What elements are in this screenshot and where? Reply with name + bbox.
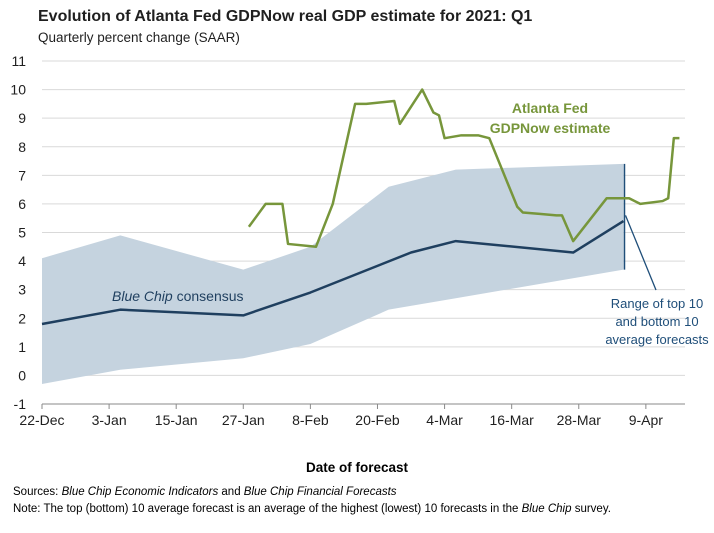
x-tick-label: 15-Jan	[155, 412, 198, 428]
range-annotation-leader	[624, 215, 657, 291]
note-text-b: survey.	[571, 503, 611, 515]
y-tick-label: 6	[18, 196, 26, 212]
gdpnow-series-label: Atlanta Fed	[512, 100, 588, 116]
x-tick-label: 9-Apr	[629, 412, 664, 428]
y-axis-ticks: -1 0 1 2 3 4 5 6 7 8 9 10 11	[10, 53, 26, 412]
y-tick-label: 1	[18, 339, 26, 355]
gdpnow-series-label: GDPNow estimate	[490, 120, 611, 136]
x-axis-ticks: 22-Dec 3-Jan 15-Jan 27-Jan 8-Feb 20-Feb 4-Mar 1…	[19, 404, 663, 428]
y-tick-label: 9	[18, 110, 26, 126]
note-text-a: : The top (bottom) 10 average forecast i…	[37, 503, 522, 515]
sources-label: Sources:	[13, 486, 59, 498]
x-tick-label: 27-Jan	[222, 412, 265, 428]
forecast-range-band	[42, 163, 624, 384]
x-axis-title: Date of forecast	[305, 460, 409, 475]
sources-publication-1: Blue Chip Economic Indicators	[61, 486, 219, 498]
x-tick-label: 4-Mar	[426, 412, 463, 428]
y-tick-label: 11	[11, 53, 26, 69]
blue-chip-consensus-line	[41, 220, 625, 326]
note-emphasis: Blue Chip	[521, 503, 572, 515]
sources-note: Sources: Blue Chip Economic Indicators a…	[13, 486, 397, 498]
footnote: Note: The top (bottom) 10 average foreca…	[13, 503, 611, 515]
x-tick-label: 20-Feb	[355, 412, 400, 428]
x-tick-label: 16-Mar	[489, 412, 534, 428]
x-tick-label: 3-Jan	[92, 412, 127, 428]
annotations: Atlanta Fed GDPNow estimate Blue Chip cons…	[112, 100, 709, 347]
range-band-label: average forecasts	[605, 332, 709, 347]
y-tick-label: 7	[18, 167, 26, 183]
y-tick-label: 2	[18, 310, 26, 326]
blue-chip-series-label: Blue Chip consensus	[112, 288, 244, 304]
range-band-label: and bottom 10	[615, 314, 698, 329]
range-band-label: Range of top 10	[611, 296, 704, 311]
sources-connector: and	[218, 486, 244, 498]
note-label: Note	[13, 503, 38, 515]
series-lines	[41, 88, 680, 326]
chart-title: Evolution of Atlanta Fed GDPNow real GDP…	[38, 8, 533, 25]
y-tick-label: 3	[18, 282, 26, 298]
chart-subtitle: Quarterly percent change (SAAR)	[38, 30, 240, 45]
y-tick-label: 5	[18, 225, 26, 241]
x-tick-label: 22-Dec	[19, 412, 64, 428]
range-band-layer	[42, 163, 626, 384]
y-tick-label: 4	[18, 253, 26, 269]
x-tick-label: 28-Mar	[557, 412, 602, 428]
blue-chip-label-italic: Blue Chip	[112, 288, 173, 304]
x-tick-label: 8-Feb	[292, 412, 329, 428]
sources-publication-2: Blue Chip Financial Forecasts	[243, 486, 397, 498]
y-tick-label: 0	[18, 367, 26, 383]
gdpnow-estimate-line	[247, 88, 680, 249]
y-tick-label: 10	[10, 82, 26, 98]
y-tick-label: -1	[14, 396, 27, 412]
y-tick-label: 8	[18, 139, 26, 155]
blue-chip-label-plain: consensus	[173, 288, 244, 304]
